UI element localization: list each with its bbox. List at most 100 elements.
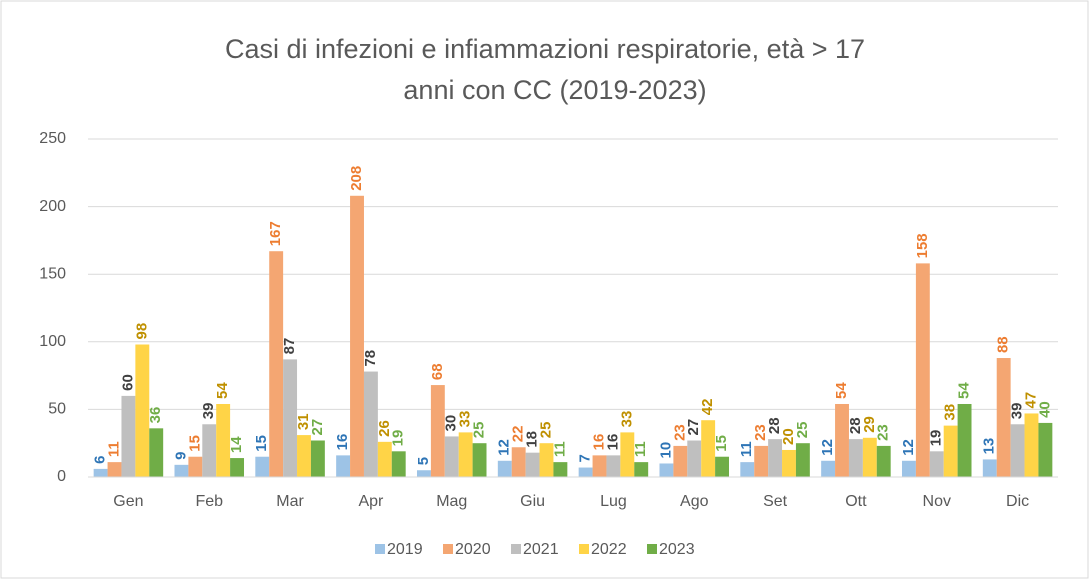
chart-title: Casi di infezioni e infiammazioni respir… [225,34,865,64]
value-label: 87 [281,338,298,355]
value-label: 33 [618,411,635,428]
bar [283,359,298,477]
x-tick-label: Gen [113,493,143,510]
bar [336,455,351,477]
value-label: 19 [390,430,407,447]
x-tick-label: Giu [520,493,545,510]
y-tick-label: 50 [48,401,66,418]
value-label: 10 [657,442,674,459]
x-tick-label: Nov [923,493,951,510]
x-tick-label: Lug [600,493,627,510]
value-label: 11 [738,441,755,457]
bar [444,436,459,477]
value-label: 60 [119,374,136,391]
bar [188,456,203,477]
bar [230,458,245,477]
bar [1024,413,1039,477]
value-label: 11 [551,441,568,457]
bar [149,428,164,477]
bar [673,445,688,477]
bar [202,424,217,477]
bar [821,460,836,477]
chart-title: anni con CC (2019-2023) [403,75,706,105]
value-label: 14 [228,436,245,453]
value-label: 47 [1022,392,1039,409]
value-label: 30 [443,415,460,432]
value-label: 11 [632,441,649,457]
bar [957,403,972,477]
bar [982,459,997,477]
bar [377,441,392,477]
x-tick-label: Apr [358,493,384,510]
bar [297,435,311,477]
legend-label: 2019 [387,541,423,558]
value-label: 27 [685,419,702,436]
value-label: 54 [214,382,231,399]
value-label: 12 [900,439,917,456]
value-label: 25 [794,422,811,439]
value-label: 15 [713,435,730,452]
bar [835,403,849,477]
bar [862,437,877,477]
value-label: 23 [875,424,892,441]
value-label: 158 [914,233,931,258]
value-label: 22 [510,426,527,443]
legend-swatch [647,544,657,554]
value-label: 13 [981,438,998,455]
y-tick-label: 150 [39,265,66,282]
bar [740,462,755,477]
bar [943,425,958,477]
bar [135,344,150,477]
bar [472,443,487,477]
bar [901,460,916,477]
value-label: 68 [429,363,446,380]
value-label: 98 [133,323,150,340]
bar [511,447,526,477]
value-label: 28 [766,417,783,434]
y-tick-label: 250 [39,130,66,147]
value-label: 9 [172,451,189,459]
value-label: 16 [604,434,621,451]
x-tick-label: Mar [276,493,304,510]
value-label: 54 [956,382,973,399]
value-label: 88 [995,336,1012,353]
bar [216,403,231,477]
bar [391,451,406,477]
bar [848,439,863,477]
value-label: 78 [362,350,379,367]
x-tick-label: Ott [845,493,867,510]
bar [416,470,431,477]
legend-label: 2023 [659,541,695,558]
value-label: 6 [92,456,109,464]
value-label: 38 [942,404,959,421]
value-label: 25 [537,422,554,439]
value-label: 20 [780,428,797,445]
value-label: 15 [253,435,270,452]
y-tick-label: 0 [57,468,66,485]
value-label: 42 [699,399,716,416]
legend-swatch [375,544,385,554]
value-label: 40 [1036,401,1053,418]
y-tick-label: 200 [39,198,66,215]
bar [876,445,891,477]
value-label: 7 [577,454,594,462]
x-tick-label: Dic [1006,493,1029,510]
bar [269,251,284,477]
legend-label: 2020 [455,541,491,558]
bar [1038,422,1053,477]
bar [174,464,189,477]
value-label: 19 [928,430,945,447]
legend-label: 2022 [591,541,627,558]
bar [255,456,270,477]
value-label: 16 [334,434,351,451]
value-label: 12 [496,439,513,456]
bar [578,467,593,477]
value-label: 23 [752,424,769,441]
value-label: 36 [147,407,164,424]
bar [701,420,716,477]
value-label: 28 [847,417,864,434]
bar [458,432,473,477]
value-label: 54 [833,382,850,399]
bar [795,443,810,477]
